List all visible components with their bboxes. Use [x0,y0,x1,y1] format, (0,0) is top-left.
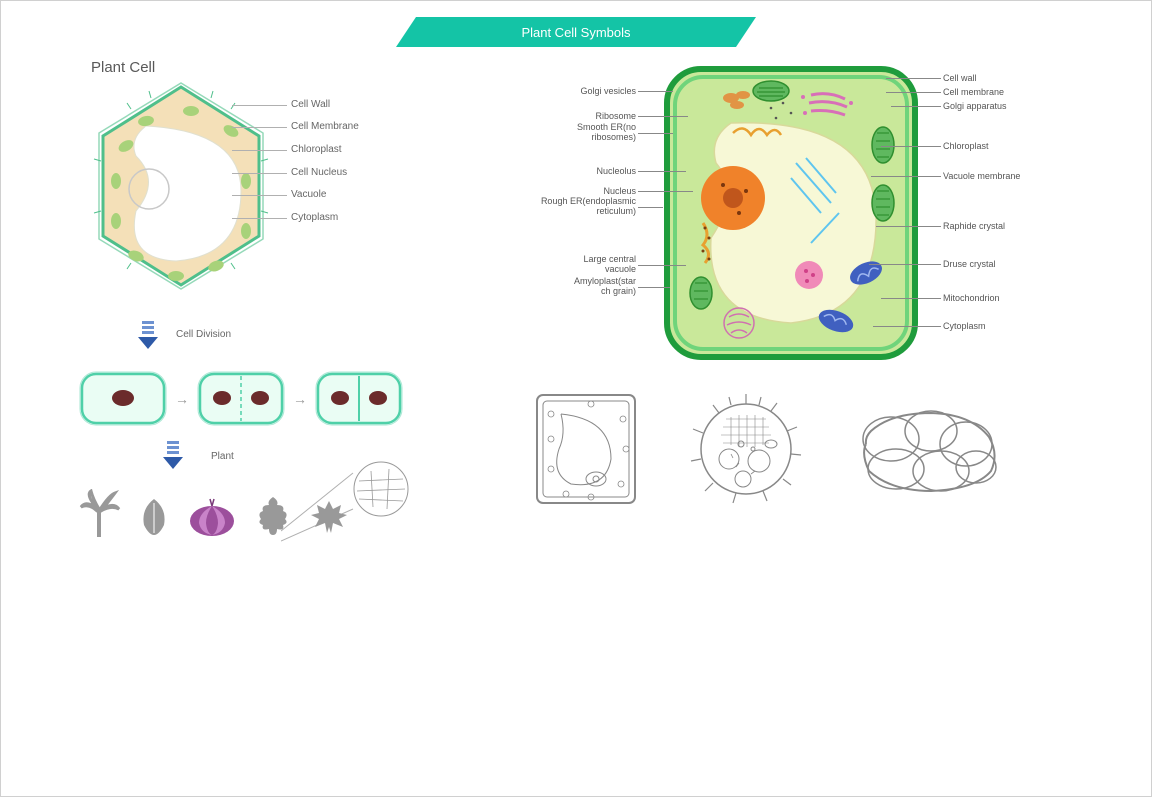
plant-label: Plant [211,451,234,462]
label-cell-wall-2: Cell wall [943,73,977,83]
division-cell-3 [315,371,403,426]
label-cytoplasm-2: Cytoplasm [943,321,986,331]
label-chloroplast-2: Chloroplast [943,141,989,151]
outline-shapes-row [531,389,1001,509]
maple-leaf-icon [309,497,349,537]
label-amyloplast: Amyloplast(starch grain) [501,277,636,297]
simple-plant-cell-diagram [91,81,271,291]
label-nucleus: Nucleus [501,186,636,196]
arrow-right-icon: → [293,391,307,407]
label-raphide-crystal: Raphide crystal [943,221,1005,231]
detailed-plant-cell-diagram [661,63,921,363]
arrow-right-icon: → [175,391,189,407]
division-cell-1 [79,371,167,426]
simple-diagram-title: Plant Cell [91,59,155,76]
label-smooth-er: Smooth ER(noribosomes) [501,123,636,143]
label-golgi-apparatus: Golgi apparatus [943,101,1007,111]
cell-division-row: → → [79,371,403,426]
leaf-icon [139,497,169,537]
label-ribosome: Ribosome [501,111,636,121]
pollen-outline-icon [681,389,811,509]
label-cell-membrane-2: Cell membrane [943,87,1004,97]
arrow-down-icon [161,441,185,469]
label-cell-wall: Cell Wall [291,99,330,110]
label-nucleolus: Nucleolus [501,166,636,176]
arrow-down-icon [136,321,160,349]
cell-outline-icon [531,389,641,509]
label-rough-er: Rough ER(endoplasmicreticulum) [481,197,636,217]
label-golgi-vesicles: Golgi vesicles [501,86,636,96]
label-vacuole-membrane: Vacuole membrane [943,171,1020,181]
oak-leaf-icon [255,495,291,537]
label-druse-crystal: Druse crystal [943,259,996,269]
label-cell-nucleus: Cell Nucleus [291,167,347,178]
label-chloroplast: Chloroplast [291,144,342,155]
grain-cluster-outline-icon [851,399,1001,499]
title-banner: Plant Cell Symbols [396,17,756,47]
onion-icon [187,497,237,537]
label-vacuole: Vacuole [291,189,326,200]
label-cell-membrane: Cell Membrane [291,121,359,132]
label-cytoplasm: Cytoplasm [291,212,338,223]
cell-division-label: Cell Division [176,329,231,340]
label-mitochondrion: Mitochondrion [943,293,1000,303]
banner-title: Plant Cell Symbols [396,17,756,47]
palm-icon [79,489,121,537]
plant-icons-row [79,489,349,537]
label-large-vacuole: Large centralvacuole [501,255,636,275]
division-cell-2 [197,371,285,426]
